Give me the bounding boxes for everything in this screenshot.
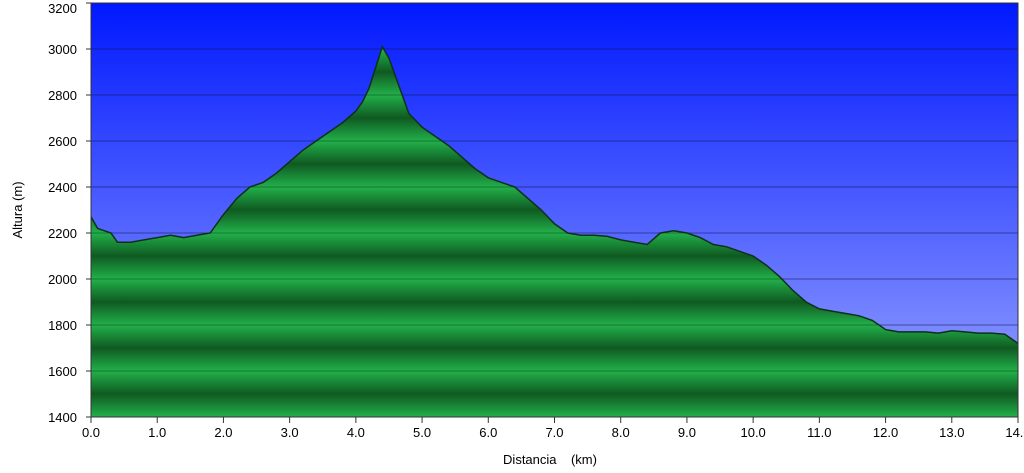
x-tick-label: 14.0 bbox=[1005, 425, 1024, 440]
y-tick-label: 2800 bbox=[48, 88, 77, 103]
elevation-area bbox=[91, 46, 1018, 417]
y-tick-label: 1600 bbox=[48, 364, 77, 379]
x-tick-label: 9.0 bbox=[678, 425, 696, 440]
x-tick-label: 2.0 bbox=[214, 425, 232, 440]
y-tick-label: 3200 bbox=[48, 1, 77, 16]
x-tick-label: 11.0 bbox=[807, 425, 831, 440]
x-tick-label: 0.0 bbox=[82, 425, 100, 440]
y-tick-label: 2200 bbox=[48, 226, 77, 241]
x-tick-label: 13.0 bbox=[939, 425, 964, 440]
y-tick-label: 2000 bbox=[48, 272, 77, 287]
y-tick-label: 3000 bbox=[48, 42, 77, 57]
x-tick-label: 4.0 bbox=[347, 425, 365, 440]
x-axis-title: Distancia (km) bbox=[503, 452, 597, 467]
x-tick-label: 5.0 bbox=[413, 425, 431, 440]
y-tick-label: 1800 bbox=[48, 318, 77, 333]
x-axis: 0.0 1.0 2.0 3.0 4.0 5.0 6.0 7.0 8.0 9.0 10.0 11.0 12… bbox=[82, 417, 1024, 440]
y-tick-label: 2600 bbox=[48, 134, 77, 149]
x-tick-label: 10.0 bbox=[740, 425, 765, 440]
y-axis-title: Altura (m) bbox=[10, 181, 25, 238]
y-tick-label: 2400 bbox=[48, 180, 77, 195]
x-tick-label: 1.0 bbox=[148, 425, 166, 440]
y-tick-label: 1400 bbox=[48, 410, 77, 425]
elevation-line bbox=[91, 44, 1018, 345]
y-axis: 1400 1600 1800 2000 2200 2400 2600 2800 3000 3200 bbox=[48, 1, 91, 425]
x-tick-label: 12.0 bbox=[873, 425, 898, 440]
x-tick-label: 3.0 bbox=[281, 425, 299, 440]
x-tick-label: 8.0 bbox=[612, 425, 630, 440]
x-tick-label: 6.0 bbox=[479, 425, 497, 440]
x-tick-label: 7.0 bbox=[545, 425, 563, 440]
